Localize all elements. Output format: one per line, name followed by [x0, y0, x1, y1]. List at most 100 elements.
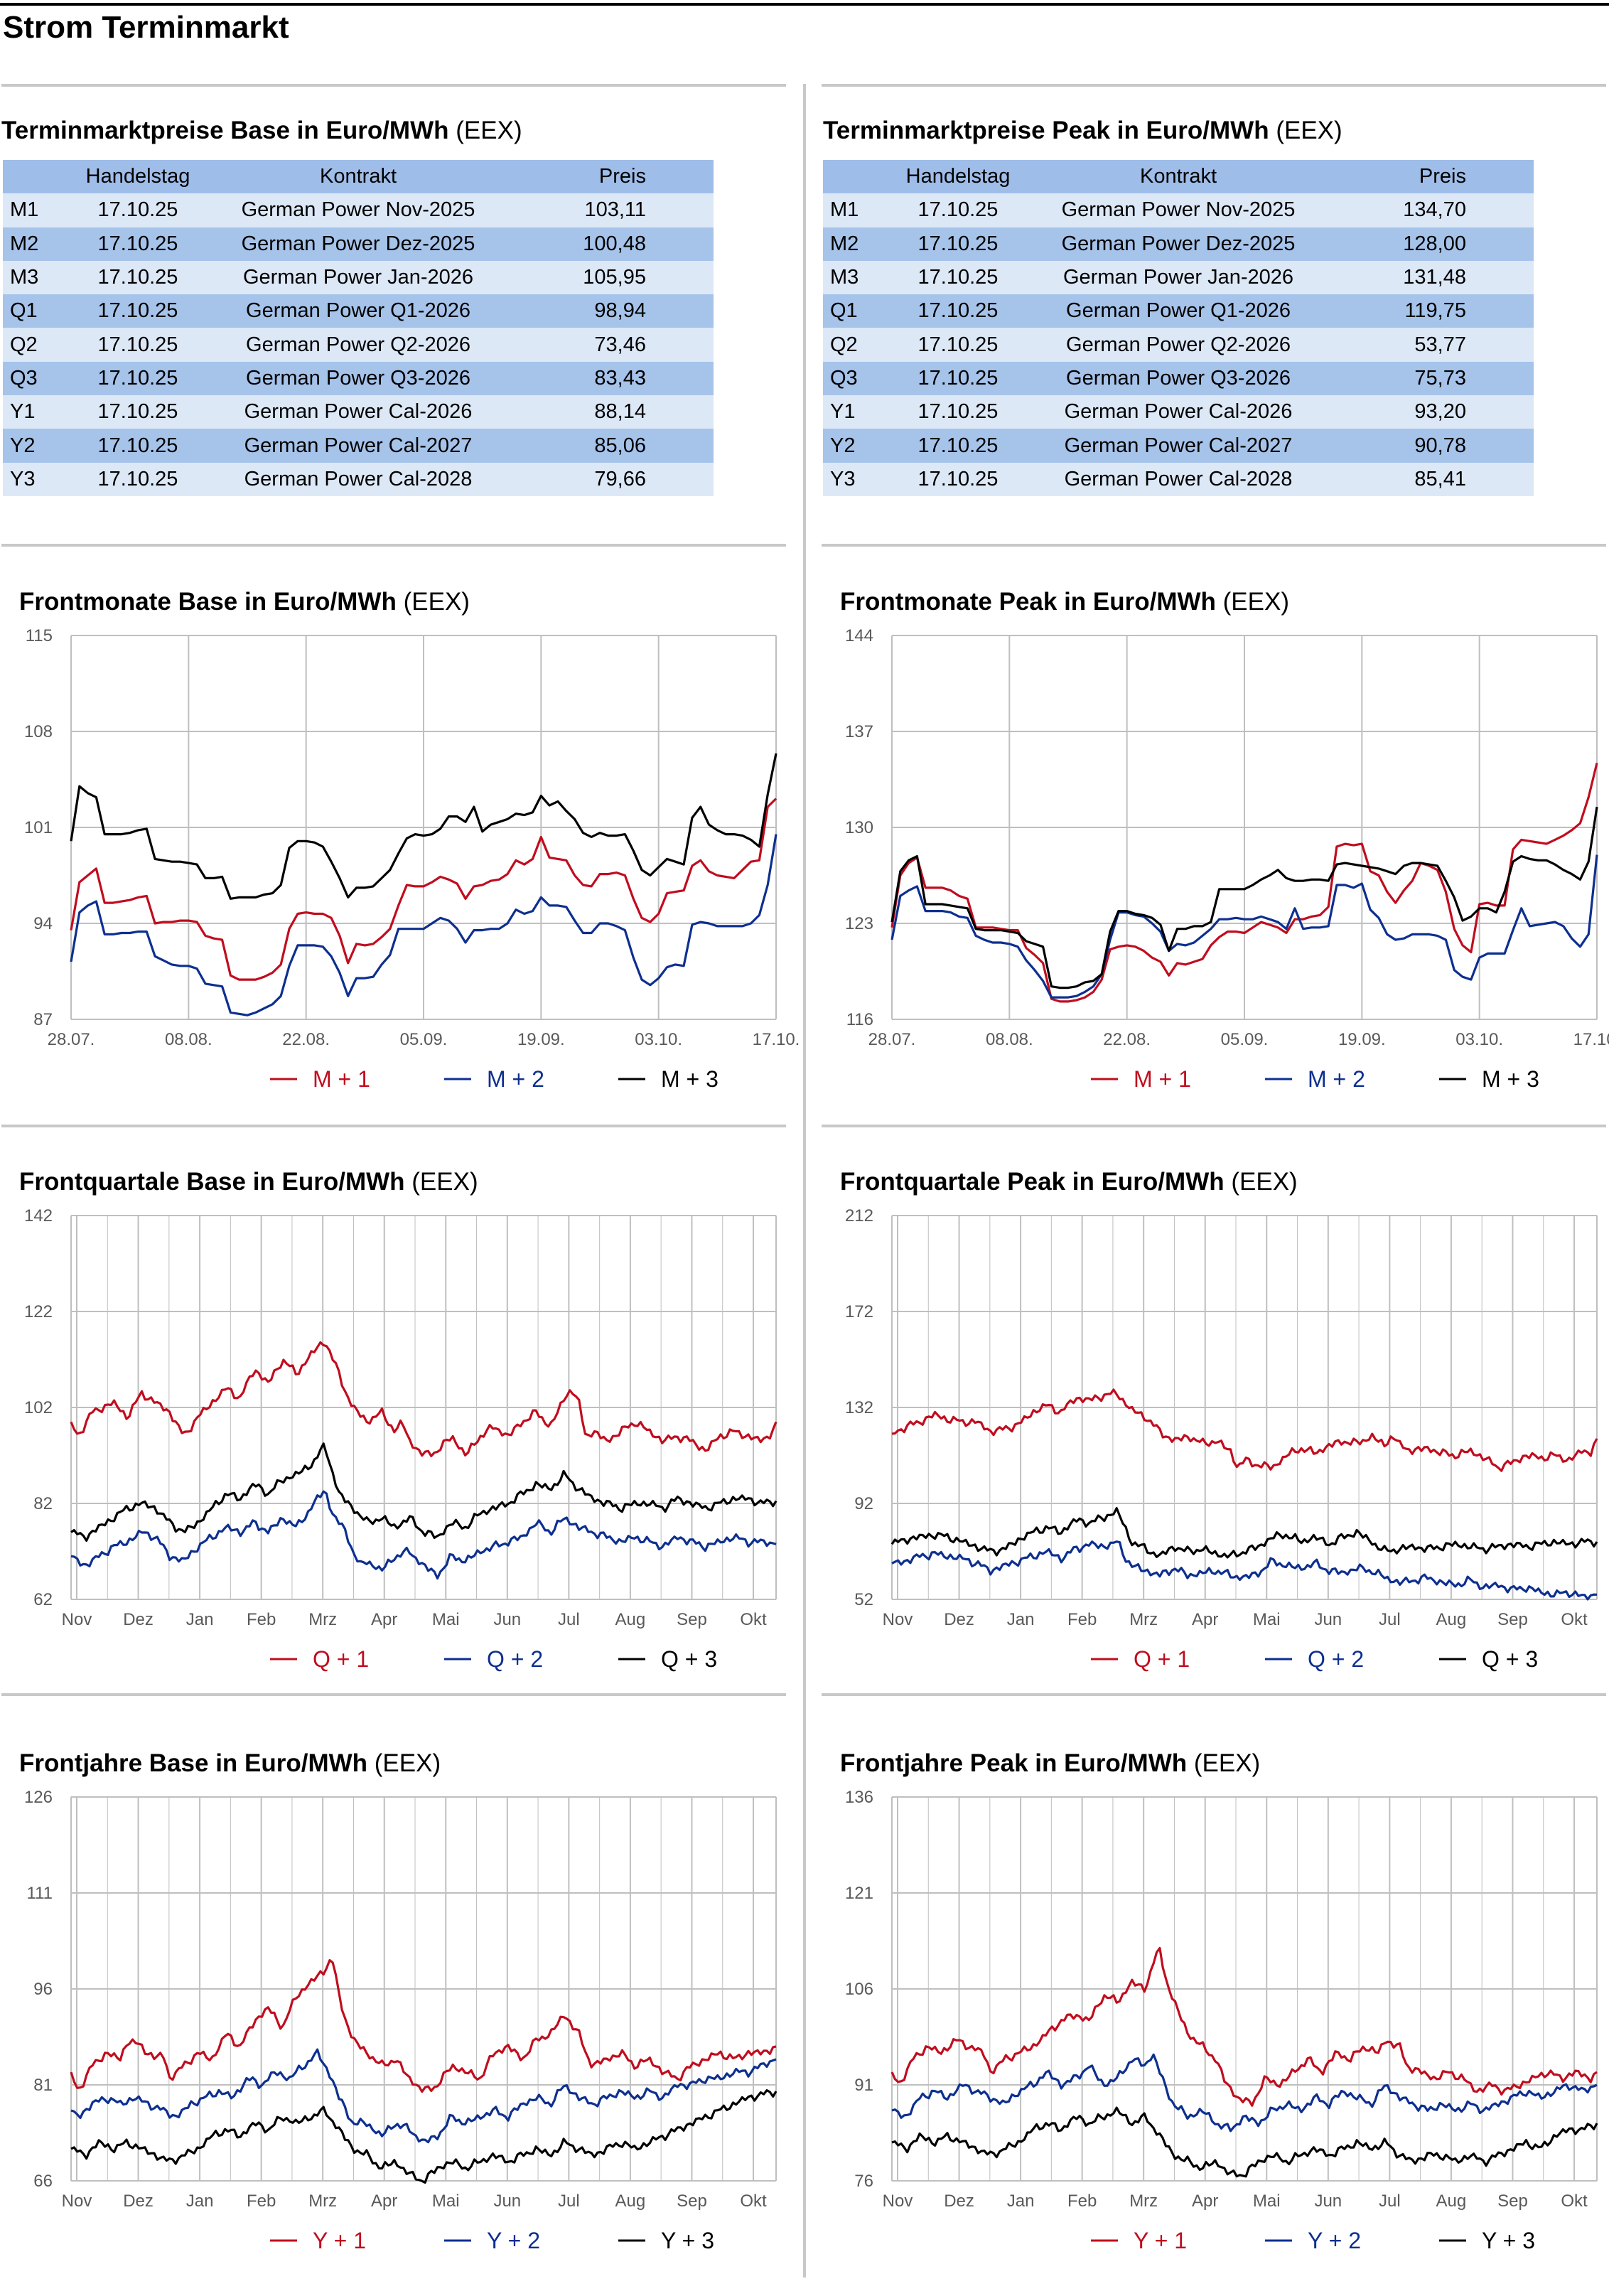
- legend-label-1: Y + 1: [313, 2228, 366, 2253]
- row-day: 17.10.25: [97, 266, 178, 289]
- base-table-title-source: (EEX): [456, 117, 522, 144]
- table-row: Y1 17.10.25 German Power Cal-2026 93,20: [823, 395, 1534, 429]
- x-tick-label: Aug: [615, 2192, 646, 2211]
- header-preis: Preis: [1419, 165, 1466, 188]
- series-line-2: [890, 854, 1598, 999]
- series-line-3: [70, 2089, 777, 2184]
- x-tick-label: Mai: [1253, 2192, 1281, 2211]
- row-contract: German Power Dez-2025: [1061, 232, 1296, 255]
- x-tick-label: 03.10.: [635, 1030, 682, 1049]
- x-tick-label: Jul: [558, 1610, 580, 1629]
- x-tick-label: Mrz: [308, 2192, 337, 2211]
- row-code: M3: [830, 266, 859, 289]
- x-tick-label: Jan: [186, 2192, 214, 2211]
- y-tick-label: 132: [845, 1398, 873, 1417]
- row-day: 17.10.25: [917, 467, 999, 490]
- top-rule: [0, 3, 1609, 6]
- x-tick-label: 03.10.: [1455, 1030, 1503, 1049]
- table-header-row: Handelstag Kontrakt Preis: [823, 160, 1534, 194]
- x-tick-label: Aug: [1436, 1610, 1467, 1629]
- table-row: Y2 17.10.25 German Power Cal-2027 85,06: [3, 429, 714, 463]
- row-code: Q1: [830, 299, 858, 323]
- chart-title-text: Frontmonate Peak in Euro/MWh: [840, 588, 1216, 616]
- legend-label-1: Y + 1: [1134, 2228, 1187, 2253]
- row-contract: German Power Cal-2028: [244, 467, 473, 490]
- x-tick-label: 19.09.: [517, 1030, 565, 1049]
- chart-title: Frontmonate Base in Euro/MWh (EEX): [19, 587, 470, 617]
- series-line-3: [891, 2106, 1598, 2178]
- row-day: 17.10.25: [917, 266, 999, 289]
- x-tick-label: Dez: [944, 1610, 974, 1629]
- chart-svg: 126 111 96 81 66 Nov Dez Jan Feb Mrz Apr Mai Jun Jul A…: [24, 1788, 777, 2253]
- legend-label-3: M + 3: [661, 1066, 719, 1092]
- x-tick-label: 19.09.: [1338, 1030, 1386, 1049]
- y-tick-label: 123: [845, 914, 873, 933]
- x-tick-label: 08.08.: [986, 1030, 1033, 1049]
- chart-frontmonate-peak: Frontmonate Peak in Euro/MWh (EEX) 144 13…: [821, 587, 1609, 1134]
- row-day: 17.10.25: [917, 434, 999, 457]
- row-code: Q2: [10, 333, 38, 356]
- row-code: M1: [830, 198, 859, 222]
- x-tick-label: Jul: [1379, 2192, 1401, 2211]
- chart-title-source: (EEX): [1193, 1749, 1261, 1777]
- chart-svg: 142 122 102 82 62 Nov Dez Jan Feb Mrz Apr Mai Jun Jul…: [24, 1206, 777, 1672]
- table-row: M3 17.10.25 German Power Jan-2026 131,48: [823, 260, 1534, 295]
- chart-title-source: (EEX): [411, 1168, 478, 1196]
- series-line-1: [70, 1341, 777, 1457]
- table-row: Y3 17.10.25 German Power Cal-2028 85,41: [823, 462, 1534, 496]
- row-contract: German Power Dez-2025: [241, 232, 475, 255]
- x-tick-label: Feb: [247, 2192, 276, 2211]
- table-row: Y1 17.10.25 German Power Cal-2026 88,14: [3, 395, 714, 429]
- y-tick-label: 66: [33, 2172, 53, 2191]
- row-code: Q3: [830, 366, 858, 390]
- row-price: 131,48: [1403, 266, 1466, 289]
- series-line-1: [890, 1946, 1598, 2107]
- header-kontrakt: Kontrakt: [320, 165, 397, 188]
- table-row: M2 17.10.25 German Power Dez-2025 128,00: [823, 227, 1534, 261]
- y-tick-label: 82: [33, 1494, 53, 1513]
- row-contract: German Power Q3-2026: [1066, 366, 1291, 390]
- y-tick-label: 62: [33, 1590, 53, 1609]
- legend-label-1: Q + 1: [313, 1646, 369, 1672]
- divider-row2-left: [1, 1125, 786, 1127]
- x-tick-label: Okt: [1561, 2192, 1588, 2211]
- row-day: 17.10.25: [97, 333, 178, 356]
- chart-title-text: Frontquartale Peak in Euro/MWh: [840, 1168, 1225, 1196]
- x-tick-label: 22.08.: [1103, 1030, 1151, 1049]
- x-tick-label: Mai: [1253, 1610, 1281, 1629]
- table-row: Y2 17.10.25 German Power Cal-2027 90,78: [823, 429, 1534, 463]
- table-row: Q2 17.10.25 German Power Q2-2026 53,77: [823, 328, 1534, 362]
- table-row: M1 17.10.25 German Power Nov-2025 134,70: [823, 193, 1534, 227]
- series-line-1: [70, 1959, 777, 2093]
- legend-label-3: Q + 3: [1482, 1646, 1538, 1672]
- row-day: 17.10.25: [97, 467, 178, 490]
- y-tick-label: 115: [26, 626, 53, 645]
- legend-label-3: Y + 3: [1482, 2228, 1535, 2253]
- row-day: 17.10.25: [917, 333, 999, 356]
- x-tick-label: 17.10.: [1573, 1030, 1609, 1049]
- peak-table-title-source: (EEX): [1276, 117, 1342, 144]
- x-tick-label: Mai: [432, 1610, 460, 1629]
- y-tick-label: 136: [845, 1788, 873, 1807]
- y-tick-label: 76: [854, 2172, 873, 2191]
- y-tick-label: 126: [24, 1788, 53, 1807]
- series-line-3: [890, 806, 1598, 989]
- x-tick-label: Okt: [740, 2192, 767, 2211]
- legend-label-2: Q + 2: [1308, 1646, 1364, 1672]
- x-tick-label: Dez: [123, 2192, 154, 2211]
- row-day: 17.10.25: [97, 366, 178, 390]
- header-handelstag: Handelstag: [85, 165, 190, 188]
- legend-label-1: M + 1: [1134, 1066, 1191, 1092]
- row-code: Y2: [830, 434, 856, 457]
- y-tick-label: 142: [24, 1206, 53, 1225]
- x-tick-label: Feb: [247, 1610, 276, 1629]
- row-price: 119,75: [1404, 299, 1466, 323]
- peak-price-table: Handelstag Kontrakt Preis M1 17.10.25 Germ…: [823, 160, 1534, 496]
- page-title: Strom Terminmarkt: [3, 10, 289, 45]
- legend-label-3: M + 3: [1482, 1066, 1539, 1092]
- chart-frontmonate-base: Frontmonate Base in Euro/MWh (EEX) 115 10…: [0, 587, 800, 1134]
- row-day: 17.10.25: [97, 198, 178, 222]
- header-kontrakt: Kontrakt: [1140, 165, 1217, 188]
- legend-label-1: M + 1: [313, 1066, 370, 1092]
- divider-row1-right: [822, 544, 1606, 547]
